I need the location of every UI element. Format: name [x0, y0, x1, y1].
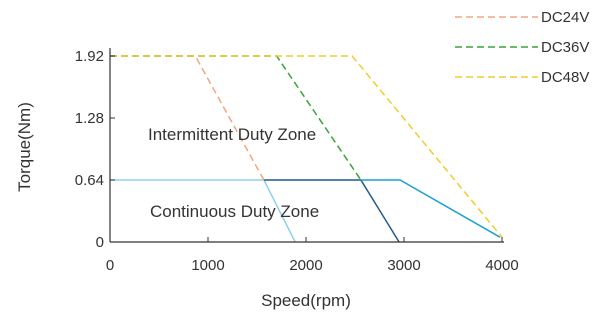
- series-line-dc24v: [110, 55, 265, 181]
- y-axis-ticks: 0 0.64 1.28 1.92: [75, 48, 115, 251]
- y-axis-label: Torque(Nm): [15, 102, 34, 192]
- legend-label-dc36v: DC36V: [541, 39, 589, 56]
- continuous-zone-label: Continuous Duty Zone: [150, 202, 319, 221]
- x-tick-label: 3000: [387, 257, 420, 274]
- plot-curves: [110, 55, 503, 243]
- y-tick-label: 0: [96, 234, 104, 251]
- series-line-dc36v: [110, 55, 362, 181]
- continuous-curve-3: [360, 179, 501, 238]
- x-axis-ticks: 0 1000 2000 3000 4000: [106, 237, 519, 274]
- legend-label-dc24v: DC24V: [541, 9, 589, 26]
- y-tick-label: 1.28: [75, 110, 104, 127]
- legend-label-dc48v: DC48V: [541, 69, 589, 86]
- y-tick-label: 0.64: [75, 172, 104, 189]
- legend: DC24V DC36V DC48V: [455, 9, 589, 86]
- y-tick-label: 1.92: [75, 48, 104, 65]
- x-axis-label: Speed(rpm): [261, 291, 351, 310]
- x-tick-label: 2000: [289, 257, 322, 274]
- x-tick-label: 1000: [191, 257, 224, 274]
- intermittent-zone-label: Intermittent Duty Zone: [148, 125, 316, 144]
- series-line-dc48v: [110, 55, 503, 238]
- x-tick-label: 4000: [485, 257, 518, 274]
- x-tick-label: 0: [106, 257, 114, 274]
